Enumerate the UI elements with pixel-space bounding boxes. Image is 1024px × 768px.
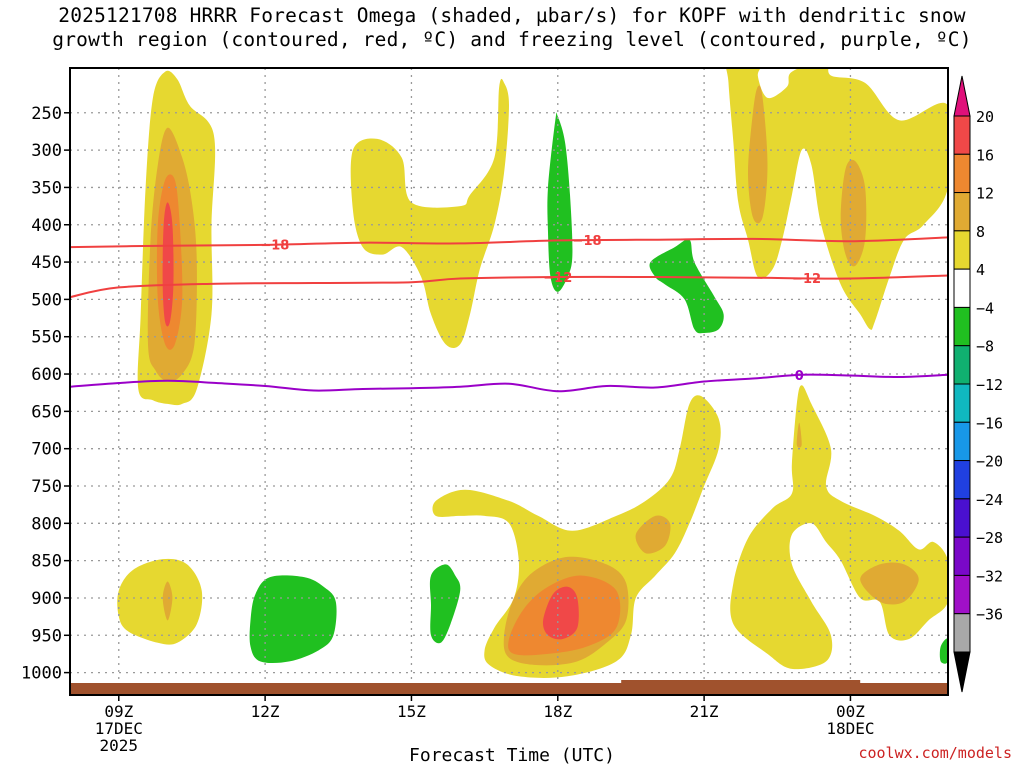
ground-band xyxy=(70,680,948,695)
ground-surface-bump xyxy=(621,680,861,685)
colorbar-seg-3 xyxy=(953,230,971,270)
source-url: coolwx.com/models xyxy=(858,744,1012,762)
y-tick-label-300: 300 xyxy=(31,141,62,161)
omega-09z-low-4to8 xyxy=(117,558,203,645)
colorbar-seg-8 xyxy=(953,421,971,462)
x-tick-label-00Z: 00Z xyxy=(836,702,865,721)
colorbar-label-6: −8 xyxy=(976,338,994,356)
colorbar-seg-9 xyxy=(953,460,971,500)
freezing-level-0 xyxy=(70,373,948,393)
omega-low-23z-8to12 xyxy=(796,422,802,448)
colorbar-label-5: −4 xyxy=(976,299,994,317)
y-tick-label-400: 400 xyxy=(31,216,62,236)
colorbar-seg-6 xyxy=(953,345,971,385)
x-tick-year-09Z: 2025 xyxy=(100,736,139,755)
colorbar-label-3: 8 xyxy=(976,223,985,241)
colorbar-seg-7 xyxy=(953,383,971,423)
freezing-level-0-label-0: 0 xyxy=(795,369,804,384)
y-tick-label-550: 550 xyxy=(31,328,62,348)
chart-title-line1: 2025121708 HRRR Forecast Omega (shaded, … xyxy=(58,4,966,27)
y-tick-label-800: 800 xyxy=(31,514,62,534)
colorbar-label-13: −36 xyxy=(976,606,1003,624)
omega-12z-low-neg xyxy=(249,575,337,664)
colorbar-label-7: −12 xyxy=(976,376,1003,394)
colorbar-label-11: −28 xyxy=(976,529,1003,547)
chart-title: 2025121708 HRRR Forecast Omega (shaded, … xyxy=(0,4,1024,52)
dgz-minus18-label-1: −18 xyxy=(573,234,602,249)
y-tick-label-450: 450 xyxy=(31,253,62,273)
colorbar-top-arrow xyxy=(953,75,971,117)
colorbar-seg-4 xyxy=(953,268,971,308)
dgz-minus18-label-0: −18 xyxy=(260,239,289,254)
colorbar-label-10: −24 xyxy=(976,491,1003,509)
omega-00z-upper-8to12 xyxy=(840,159,867,267)
dgz-minus12 xyxy=(70,274,948,299)
dgz-minus12-label-0: −12 xyxy=(543,271,572,286)
x-tick-label-09Z: 09Z xyxy=(104,702,133,721)
axes: 250 300 350 400 450 500 550 600 650 700 750 800 850 9… xyxy=(21,67,949,755)
colorbar-label-12: −32 xyxy=(976,567,1003,585)
x-tick-label-15Z: 15Z xyxy=(397,702,426,721)
omega-low-main-4to8 xyxy=(432,395,721,678)
y-tick-label-900: 900 xyxy=(31,589,62,609)
x-tick-label-21Z: 21Z xyxy=(690,702,719,721)
omega-shading xyxy=(117,68,948,678)
ground-surface xyxy=(70,683,948,695)
x-tick-label-12Z: 12Z xyxy=(251,702,280,721)
y-tick-label-850: 850 xyxy=(31,552,62,572)
omega-02z-neg xyxy=(939,638,948,664)
colorbar-bottom-arrow xyxy=(953,651,971,693)
omega-21z-upper-8to12 xyxy=(748,85,768,224)
colorbar-label-1: 16 xyxy=(976,146,994,164)
colorbar-seg-5 xyxy=(953,306,971,347)
y-tick-label-1000: 1000 xyxy=(21,664,62,684)
omega-low-23z-4to8 xyxy=(730,385,948,670)
y-tick-label-950: 950 xyxy=(31,626,62,646)
omega-15z-upper-4to8 xyxy=(350,78,509,348)
colorbar-seg-11 xyxy=(953,536,971,576)
omega-21z-neg xyxy=(649,239,724,334)
colorbar-seg-0 xyxy=(953,115,971,155)
omega-18z-column-neg xyxy=(547,112,573,292)
plot-frame xyxy=(69,67,949,696)
omega-09z-low-8to12 xyxy=(162,581,173,621)
contour-lines: −18 −18 −12 −12 0 xyxy=(70,234,948,393)
y-tick-label-700: 700 xyxy=(31,440,62,460)
omega-09z-column-16to20 xyxy=(162,202,174,327)
dgz-minus12-label-1: −12 xyxy=(792,272,821,287)
y-tick-label-350: 350 xyxy=(31,178,62,198)
colorbar-label-0: 20 xyxy=(976,108,994,126)
chart-title-line2: growth region (contoured, red, ºC) and f… xyxy=(52,28,972,51)
y-tick-label-500: 500 xyxy=(31,290,62,310)
colorbar-label-2: 12 xyxy=(976,185,994,203)
omega-21z-upper-4to8 xyxy=(726,68,948,330)
y-tick-label-600: 600 xyxy=(31,365,62,385)
x-tick-date-09Z: 17DEC xyxy=(95,719,143,738)
colorbar-label-9: −20 xyxy=(976,453,1003,471)
y-tick-label-650: 650 xyxy=(31,402,62,422)
omega-15z-low-neg xyxy=(429,564,461,644)
colorbar-label-8: −16 xyxy=(976,414,1003,432)
x-tick-date-00Z: 18DEC xyxy=(826,719,874,738)
colorbar-seg-13 xyxy=(953,613,971,653)
x-tick-label-18Z: 18Z xyxy=(543,702,572,721)
dgz-minus18 xyxy=(70,236,948,249)
omega-low-01z-8to12 xyxy=(860,562,919,605)
colorbar-label-4: 4 xyxy=(976,261,985,279)
omega-low-20z-8to12 xyxy=(635,515,671,554)
y-tick-label-250: 250 xyxy=(31,104,62,124)
colorbar-seg-1 xyxy=(953,153,971,194)
colorbar-seg-12 xyxy=(953,574,971,615)
colorbar: 20 16 12 8 4 −4 −8 −12 −16 −20 −24 −28 −32 −36 xyxy=(953,75,1003,693)
y-tick-label-750: 750 xyxy=(31,477,62,497)
colorbar-seg-10 xyxy=(953,498,971,538)
x-axis-label: Forecast Time (UTC) xyxy=(409,745,615,766)
colorbar-seg-2 xyxy=(953,192,971,232)
omega-low-main-16to20 xyxy=(542,586,579,640)
